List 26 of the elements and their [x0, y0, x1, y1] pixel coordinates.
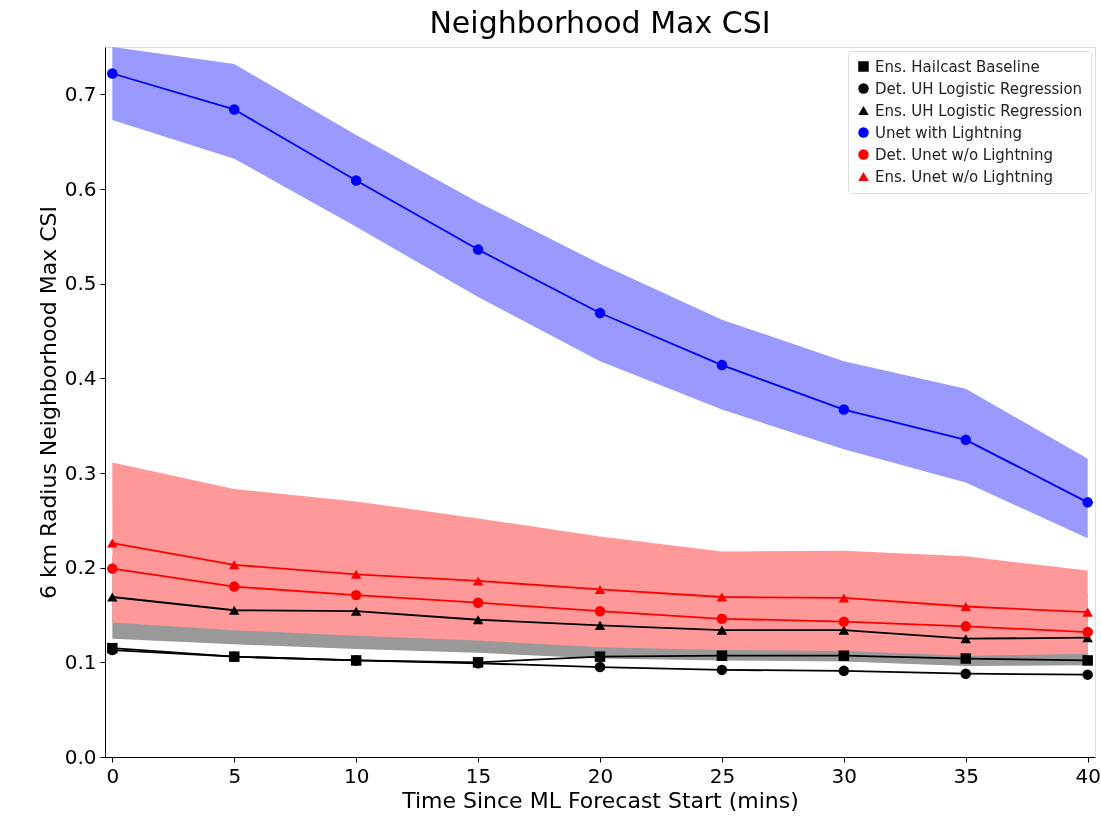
y-tick-label: 0.0: [64, 744, 97, 769]
x-tick-label: 40: [1075, 763, 1101, 788]
y-tick-label: 0.4: [64, 365, 97, 390]
legend-label: Det. Unet w/o Lightning: [875, 145, 1053, 164]
y-tick-label: 0.7: [64, 81, 97, 106]
x-tick-label: 10: [343, 763, 370, 788]
legend-label: Det. UH Logistic Regression: [875, 79, 1083, 98]
legend-label: Ens. Unet w/o Lightning: [875, 167, 1054, 186]
x-tick-label: 25: [709, 763, 736, 788]
y-axis-title: 6 km Radius Neighborhood Max CSI: [35, 205, 61, 600]
x-tick-label: 20: [587, 763, 614, 788]
x-axis-title: Time Since ML Forecast Start (mins): [401, 787, 799, 813]
chart-title: Neighborhood Max CSI: [429, 5, 771, 40]
y-tick-label: 0.5: [64, 271, 97, 296]
y-tick-label: 0.2: [64, 555, 97, 580]
legend-label: Ens. Hailcast Baseline: [875, 57, 1040, 76]
y-tick-label: 0.3: [64, 460, 97, 485]
x-tick-label: 35: [953, 763, 979, 788]
x-tick-label: 15: [465, 763, 492, 788]
y-tick-label: 0.6: [64, 176, 97, 201]
x-tick-label: 5: [228, 763, 242, 788]
x-tick-label: 30: [831, 763, 858, 788]
legend-label: Unet with Lightning: [875, 123, 1023, 142]
y-tick-label: 0.1: [64, 649, 97, 674]
x-tick-label: 0: [106, 763, 120, 788]
legend-label: Ens. UH Logistic Regression: [875, 101, 1083, 120]
